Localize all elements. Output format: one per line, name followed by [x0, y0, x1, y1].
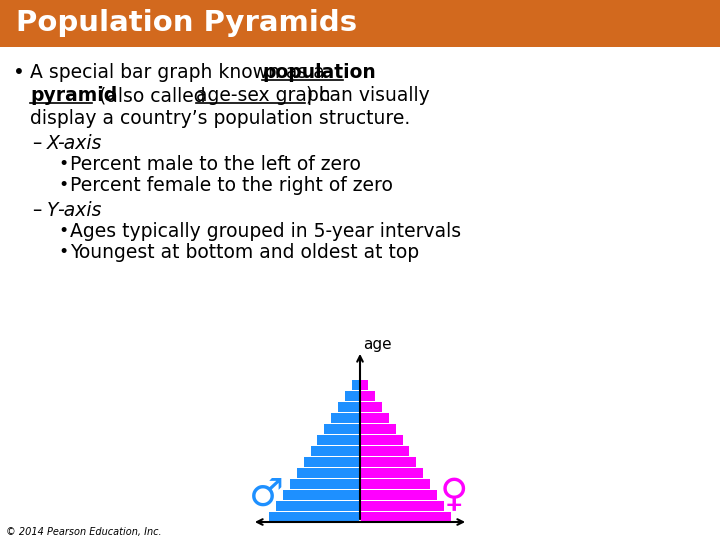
Bar — [361, 479, 431, 489]
Bar — [361, 468, 423, 478]
Text: –: – — [32, 201, 41, 220]
Bar — [276, 501, 359, 511]
Bar — [361, 435, 402, 445]
Bar — [345, 391, 359, 401]
Bar — [361, 380, 368, 390]
Bar — [297, 468, 359, 478]
Bar — [361, 512, 451, 522]
Text: age-sex graph: age-sex graph — [196, 86, 330, 105]
Text: © 2014 Pearson Education, Inc.: © 2014 Pearson Education, Inc. — [6, 527, 161, 537]
Bar — [361, 413, 389, 423]
Text: ♀: ♀ — [440, 476, 468, 514]
Bar — [361, 424, 395, 434]
Bar — [310, 446, 359, 456]
Text: •: • — [58, 243, 68, 261]
Text: –: – — [32, 134, 41, 153]
Text: age: age — [363, 337, 392, 352]
Bar — [289, 479, 359, 489]
Text: Percent male to the left of zero: Percent male to the left of zero — [70, 155, 361, 174]
Bar — [361, 391, 375, 401]
Bar — [338, 402, 359, 412]
Text: •: • — [58, 176, 68, 194]
Bar — [318, 435, 359, 445]
Bar — [304, 457, 359, 467]
Text: -axis: -axis — [57, 201, 102, 220]
Text: -axis: -axis — [57, 134, 102, 153]
Bar — [283, 490, 359, 500]
Text: Population Pyramids: Population Pyramids — [16, 9, 357, 37]
Text: •: • — [58, 222, 68, 240]
Text: Y: Y — [47, 201, 58, 220]
Bar — [325, 424, 359, 434]
Text: A special bar graph known as a: A special bar graph known as a — [30, 63, 330, 82]
Text: Youngest at bottom and oldest at top: Youngest at bottom and oldest at top — [70, 243, 419, 262]
Bar — [331, 413, 359, 423]
Text: •: • — [13, 63, 25, 82]
Bar — [361, 501, 444, 511]
Text: ♂: ♂ — [248, 476, 284, 514]
Text: display a country’s population structure.: display a country’s population structure… — [30, 109, 410, 128]
Text: •: • — [58, 155, 68, 173]
Bar — [0, 0, 720, 47]
Bar — [361, 446, 410, 456]
Bar — [361, 490, 437, 500]
Bar — [361, 457, 416, 467]
Bar — [352, 380, 359, 390]
Text: (also called: (also called — [93, 86, 212, 105]
Text: Ages typically grouped in 5-year intervals: Ages typically grouped in 5-year interva… — [70, 222, 461, 241]
Bar — [269, 512, 359, 522]
Text: population: population — [262, 63, 376, 82]
Bar — [361, 402, 382, 412]
Text: ) can visually: ) can visually — [306, 86, 430, 105]
Text: Percent female to the right of zero: Percent female to the right of zero — [70, 176, 393, 195]
Text: X: X — [47, 134, 60, 153]
Text: pyramid: pyramid — [30, 86, 117, 105]
